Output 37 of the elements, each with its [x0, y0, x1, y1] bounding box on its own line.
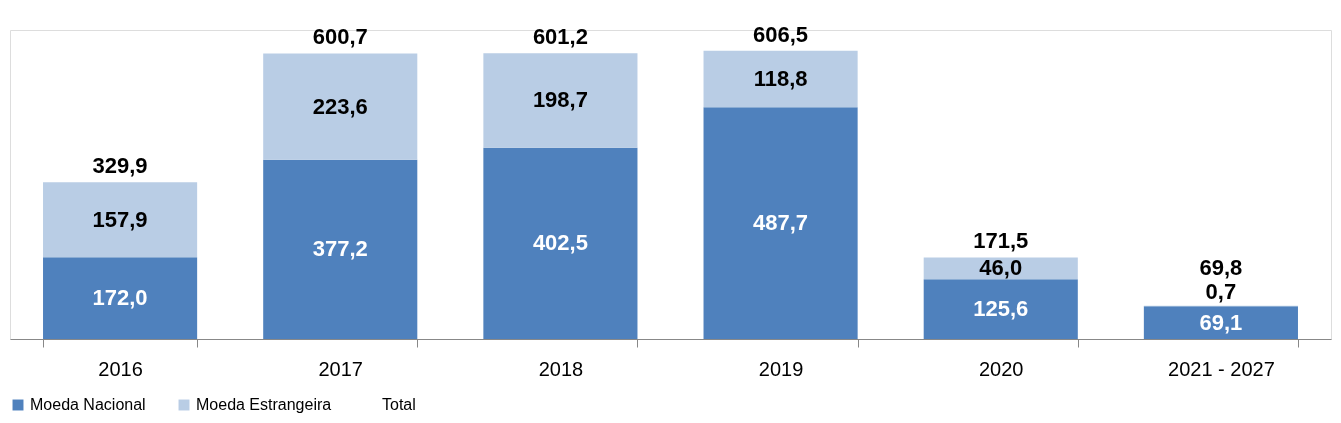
data-label: 198,7	[532, 87, 588, 113]
data-label: 0,7	[1205, 278, 1237, 304]
x-tick-label: 2020	[979, 357, 1024, 380]
bar	[923, 279, 1078, 339]
bar	[1143, 306, 1298, 339]
x-tick-label: 2018	[538, 357, 584, 380]
total-label: 69,8	[1199, 254, 1243, 280]
bar	[483, 53, 638, 148]
data-label: 69,1	[1199, 309, 1243, 335]
x-tick-label: 2017	[318, 357, 363, 380]
bar	[703, 107, 858, 339]
data-label: 402,5	[532, 230, 588, 256]
data-label: 223,6	[312, 93, 368, 119]
x-tick-label: 2016	[98, 357, 143, 380]
text: Total	[382, 396, 416, 413]
bar	[263, 53, 418, 160]
total-label: 171,5	[973, 228, 1029, 254]
bar	[263, 159, 418, 339]
bar	[703, 50, 858, 108]
data-label: 172,0	[92, 285, 148, 311]
x-tick-label: 2021 - 2027	[1168, 357, 1275, 380]
total-label: 329,9	[92, 153, 148, 179]
total-label: 606,5	[753, 21, 809, 47]
data-label: 487,7	[753, 210, 809, 236]
total-label: 601,2	[532, 24, 588, 50]
x-tick-label: 2019	[758, 357, 804, 380]
bar	[483, 147, 638, 339]
legend-label: Moeda Nacional	[30, 396, 146, 413]
legend-label: Moeda Estrangeira	[196, 396, 332, 413]
total-label: 600,7	[312, 24, 368, 50]
bar	[43, 257, 198, 339]
data-label: 46,0	[979, 255, 1023, 281]
data-label: 157,9	[92, 206, 148, 232]
bar	[43, 182, 198, 258]
data-label: 125,6	[973, 296, 1029, 322]
data-label: 377,2	[312, 236, 368, 262]
data-label: 118,8	[753, 65, 808, 91]
